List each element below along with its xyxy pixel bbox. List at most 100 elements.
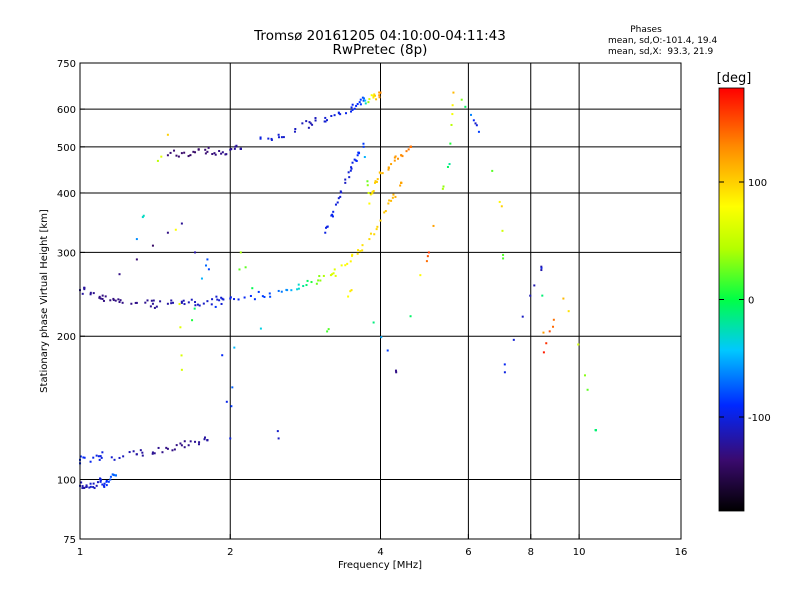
data-point <box>364 102 367 105</box>
data-point <box>379 172 382 175</box>
data-point <box>159 300 162 303</box>
data-point <box>378 91 381 94</box>
x-tick-label: 10 <box>573 547 586 558</box>
data-point <box>361 96 364 99</box>
data-point <box>375 228 378 231</box>
data-point <box>114 299 117 302</box>
data-point <box>297 287 300 290</box>
data-point <box>229 437 232 440</box>
data-point <box>367 101 370 104</box>
data-point <box>375 98 378 101</box>
data-point <box>172 301 175 304</box>
data-point <box>349 290 352 293</box>
data-point <box>319 279 322 282</box>
stats-heading: Phases <box>630 25 662 35</box>
data-point <box>394 195 397 198</box>
data-point <box>253 298 256 301</box>
data-point <box>113 458 116 461</box>
x-tick-label: 6 <box>465 547 471 558</box>
data-point <box>211 153 214 156</box>
data-point <box>215 295 218 298</box>
colorbar-tick-label: -100 <box>748 413 771 424</box>
data-point <box>192 150 195 153</box>
y-tick-label: 200 <box>57 332 76 343</box>
data-point <box>282 136 285 139</box>
data-point <box>533 284 536 287</box>
data-point <box>157 446 160 449</box>
data-point <box>325 226 328 229</box>
data-point <box>178 303 181 306</box>
data-point <box>529 294 532 297</box>
data-point <box>180 300 183 303</box>
data-point <box>540 265 543 268</box>
data-point <box>277 289 280 292</box>
data-point <box>92 456 95 459</box>
data-point <box>307 126 310 129</box>
x-tick-label: 4 <box>377 547 383 558</box>
data-point <box>165 446 168 449</box>
y-tick-label: 100 <box>57 476 76 487</box>
data-point <box>170 302 173 305</box>
data-point <box>263 295 266 298</box>
data-point <box>194 440 197 443</box>
data-point <box>448 163 451 166</box>
data-point <box>362 142 365 145</box>
data-point <box>374 181 377 184</box>
data-point <box>491 169 494 172</box>
data-point <box>315 282 318 285</box>
data-point <box>503 363 506 366</box>
data-point <box>141 451 144 454</box>
data-point <box>339 195 342 198</box>
data-point <box>135 258 138 261</box>
data-point <box>206 150 209 153</box>
y-axis: 75 100 200 300 400 500 600 750 <box>57 59 85 546</box>
data-point <box>301 122 304 125</box>
data-point <box>286 289 289 292</box>
x-axis-label: Frequency [MHz] <box>338 560 422 571</box>
data-point <box>348 176 351 179</box>
data-point <box>155 305 158 308</box>
data-point <box>451 104 454 107</box>
data-point <box>409 315 412 318</box>
data-point <box>109 299 112 302</box>
data-point <box>361 249 364 252</box>
data-point <box>395 371 398 374</box>
data-point <box>397 157 400 160</box>
data-point <box>347 171 350 174</box>
data-point <box>117 298 120 301</box>
data-point <box>294 128 297 131</box>
data-point <box>112 298 115 301</box>
data-point <box>146 299 149 302</box>
data-point <box>92 482 95 485</box>
data-point <box>152 299 155 302</box>
data-point <box>122 455 125 458</box>
colorbar-tick-label: 100 <box>748 178 767 189</box>
y-tick-label: 500 <box>57 143 76 154</box>
data-point <box>101 483 104 486</box>
data-point <box>502 257 505 260</box>
stats-x-mode: mean, sd,X: 93.3, 21.9 <box>608 47 714 57</box>
data-point <box>277 136 280 139</box>
y-tick-label: 750 <box>57 59 76 70</box>
data-point <box>350 166 353 169</box>
data-point <box>387 166 390 169</box>
data-point <box>218 149 221 152</box>
data-point <box>197 148 200 151</box>
data-point <box>344 181 347 184</box>
grid-lines <box>80 63 681 539</box>
x-axis: 1 2 4 6 8 10 16 <box>77 534 687 558</box>
data-point <box>425 260 428 263</box>
data-point <box>190 298 193 301</box>
data-point <box>210 303 213 306</box>
data-point <box>214 153 217 156</box>
data-point <box>373 93 376 96</box>
data-point <box>540 266 543 269</box>
data-point <box>83 286 86 289</box>
data-point <box>393 159 396 162</box>
data-point <box>259 136 262 139</box>
data-point <box>149 305 152 308</box>
data-point <box>98 458 101 461</box>
data-point <box>109 475 112 478</box>
data-point <box>205 264 208 267</box>
data-point <box>128 451 131 454</box>
